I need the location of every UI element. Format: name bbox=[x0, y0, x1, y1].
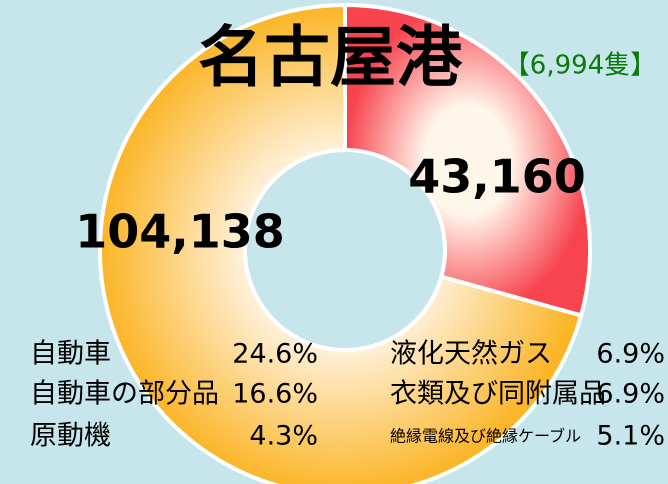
item-name: 原動機 bbox=[30, 421, 111, 452]
value-label: 104,138 bbox=[75, 205, 285, 259]
item-share: 24.6% bbox=[232, 339, 318, 370]
donut-slice bbox=[343, 2, 592, 318]
value-label: 43,160 bbox=[408, 150, 586, 204]
item-name: 衣類及び同附属品 bbox=[390, 379, 606, 410]
item-share: 6.9% bbox=[596, 379, 665, 410]
item-name: 液化天然ガス bbox=[390, 339, 552, 370]
item-share: 4.3% bbox=[249, 421, 318, 452]
item-share: 6.9% bbox=[596, 339, 665, 370]
chart-title: 名古屋港 bbox=[198, 19, 463, 96]
item-name: 自動車の部分品 bbox=[30, 379, 219, 410]
donut-slice bbox=[98, 2, 584, 484]
donut bbox=[98, 2, 592, 484]
item-share: 5.1% bbox=[596, 421, 665, 452]
item-name: 絶縁電線及び絶縁ケーブル bbox=[390, 427, 581, 446]
chart-subtitle: 【6,994隻】 bbox=[504, 51, 656, 81]
item-name: 自動車 bbox=[30, 339, 111, 370]
item-share: 16.6% bbox=[232, 379, 318, 410]
